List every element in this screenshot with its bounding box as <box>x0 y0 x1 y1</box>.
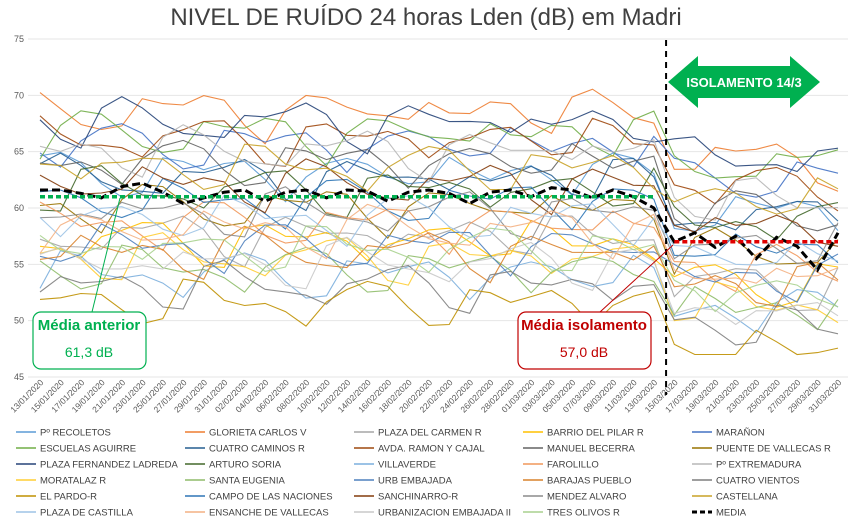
legend-label: CAMPO DE LAS NACIONES <box>209 492 333 503</box>
double-arrow-icon <box>668 56 820 108</box>
y-tick-label: 45 <box>14 372 24 382</box>
legend-label: PLAZA DE CASTILLA <box>40 508 134 519</box>
legend-label: CUATRO VIENTOS <box>716 476 800 487</box>
legend-label: CASTELLANA <box>716 492 778 503</box>
legend-label: VILLAVERDE <box>378 460 436 471</box>
legend-label: MARAÑON <box>716 428 765 439</box>
y-tick-label: 55 <box>14 259 24 269</box>
callout-isolation-pointer <box>599 244 674 313</box>
series-line <box>39 115 839 212</box>
legend: Pº RECOLETOS GLORIETA CARLOS V PLAZA DEL C… <box>16 428 831 519</box>
callout-isolation-average: Média isolamento 57,0 dB <box>517 244 674 370</box>
series-line <box>39 186 839 264</box>
series-line <box>39 177 839 264</box>
callout-previous-average: Média anterior 61,3 dB <box>32 197 147 370</box>
isolation-arrow: ISOLAMENTO 14/3 <box>668 56 820 108</box>
legend-label: TRES OLIVOS R <box>547 508 620 519</box>
y-tick-label: 75 <box>14 34 24 44</box>
series-line <box>39 151 839 232</box>
callout-previous-box <box>32 311 147 370</box>
legend-label: AVDA. RAMON Y CAJAL <box>378 444 485 455</box>
legend-label: BARAJAS PUEBLO <box>547 476 631 487</box>
legend-label: CUATRO CAMINOS R <box>209 444 305 455</box>
average-lines <box>40 194 838 244</box>
legend-label: ESCUELAS AGUIRRE <box>40 444 136 455</box>
legend-label: EL PARDO-R <box>40 492 97 503</box>
series-line <box>39 110 839 179</box>
series-line <box>39 183 839 276</box>
y-tick-label: 70 <box>14 90 24 100</box>
callout-previous-label: Média anterior <box>38 317 141 334</box>
legend-label: PLAZA DEL CARMEN R <box>378 428 482 439</box>
legend-label: URBANIZACION EMBAJADA II <box>378 508 511 519</box>
callout-isolation-value: 57,0 dB <box>560 344 608 360</box>
media-line <box>40 181 840 273</box>
y-axis: 45 50 55 60 65 70 75 <box>14 34 24 382</box>
series-line <box>39 95 839 173</box>
series-line <box>39 259 839 346</box>
series-line <box>39 236 839 326</box>
legend-label: MANUEL BECERRA <box>547 444 635 455</box>
legend-label: SANCHINARRO-R <box>378 492 458 503</box>
series-line <box>39 143 839 215</box>
series-line <box>39 250 839 334</box>
series-line <box>39 278 839 356</box>
legend-label: URB EMBAJADA <box>378 476 453 487</box>
series-line <box>39 232 839 324</box>
y-tick-label: 65 <box>14 147 24 157</box>
series-line <box>39 88 839 192</box>
legend-label: ENSANCHE DE VALLECAS <box>209 508 329 519</box>
series-line <box>39 215 839 312</box>
legend-label: PUENTE DE VALLECAS R <box>716 444 831 455</box>
y-tick-label: 50 <box>14 316 24 326</box>
chart-title: NIVEL DE RUÍDO 24 horas Lden (dB) em Mad… <box>170 4 681 31</box>
series-line <box>39 194 839 266</box>
legend-label: ARTURO SORIA <box>209 460 282 471</box>
series-lines <box>39 88 840 356</box>
legend-label: Pº EXTREMADURA <box>716 460 802 471</box>
series-line <box>39 225 839 313</box>
legend-label: MENDEZ ALVARO <box>547 492 626 503</box>
legend-label: MEDIA <box>716 508 747 519</box>
legend-label: FAROLILLO <box>547 460 599 471</box>
callout-isolation-box <box>517 311 652 370</box>
callout-previous-pointer <box>91 197 121 313</box>
legend-label: GLORIETA CARLOS V <box>209 428 307 439</box>
y-tick-label: 60 <box>14 203 24 213</box>
series-line <box>39 124 839 221</box>
legend-label: MORATALAZ R <box>40 476 106 487</box>
series-line <box>39 158 839 247</box>
callout-previous-value: 61,3 dB <box>65 344 113 360</box>
legend-label: PLAZA FERNANDEZ LADREDA <box>40 460 178 471</box>
series-line <box>39 123 839 198</box>
legend-label: Pº RECOLETOS <box>40 428 111 439</box>
series-line <box>39 152 839 231</box>
callout-isolation-label: Média isolamento <box>521 317 647 334</box>
series-line <box>39 244 839 331</box>
isolation-arrow-label: ISOLAMENTO 14/3 <box>686 75 801 90</box>
legend-label: BARRIO DEL PILAR R <box>547 428 644 439</box>
series-line <box>39 225 839 308</box>
legend-label: SANTA EUGENIA <box>209 476 286 487</box>
series-line <box>39 203 839 284</box>
